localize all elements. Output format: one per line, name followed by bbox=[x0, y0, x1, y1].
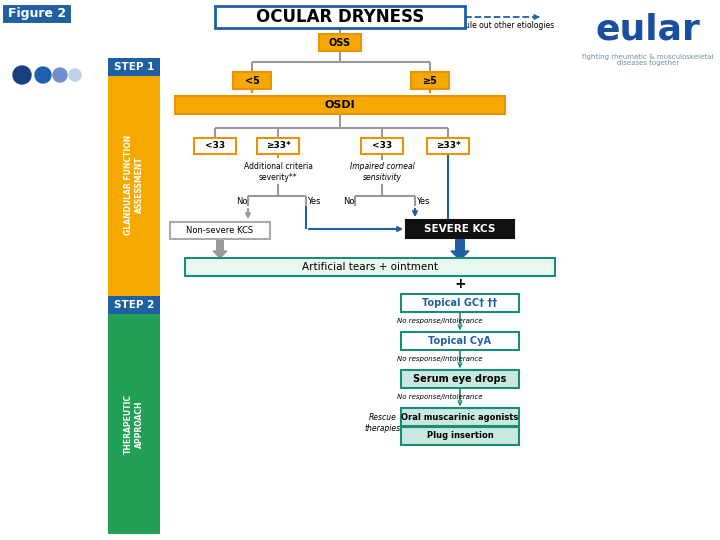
Bar bbox=[233, 72, 271, 89]
Bar bbox=[427, 138, 469, 154]
Text: No response/intolerance: No response/intolerance bbox=[397, 318, 482, 324]
Bar bbox=[108, 76, 160, 296]
Text: SEVERE KCS: SEVERE KCS bbox=[424, 224, 495, 234]
Circle shape bbox=[69, 69, 81, 81]
Text: Topical CyA: Topical CyA bbox=[428, 336, 492, 346]
Bar bbox=[401, 370, 519, 388]
Text: eular: eular bbox=[595, 13, 701, 47]
Text: fighting rheumatic & musculoskeletal
diseases together: fighting rheumatic & musculoskeletal dis… bbox=[582, 53, 714, 66]
Text: OSS: OSS bbox=[329, 37, 351, 48]
Bar bbox=[454, 238, 465, 251]
Bar bbox=[319, 34, 361, 51]
Text: <5: <5 bbox=[245, 76, 259, 85]
Bar bbox=[185, 258, 555, 276]
Text: No response/intolerance: No response/intolerance bbox=[397, 356, 482, 362]
Text: Topical GC† ††: Topical GC† †† bbox=[423, 298, 498, 308]
Text: No: No bbox=[343, 197, 355, 206]
Text: OCULAR DRYNESS: OCULAR DRYNESS bbox=[256, 8, 424, 26]
Bar bbox=[216, 239, 224, 251]
Text: Plug insertion: Plug insertion bbox=[427, 431, 493, 441]
Text: ≥33*: ≥33* bbox=[436, 141, 460, 151]
Text: Artificial tears + ointment: Artificial tears + ointment bbox=[302, 262, 438, 272]
Text: Impaired corneal
sensitivity: Impaired corneal sensitivity bbox=[350, 163, 415, 181]
Bar bbox=[406, 220, 514, 238]
Text: ≥33*: ≥33* bbox=[266, 141, 290, 151]
Text: ≥5: ≥5 bbox=[423, 76, 438, 85]
Text: Additional criteria
severity**: Additional criteria severity** bbox=[243, 163, 312, 181]
Text: Rule out other etiologies: Rule out other etiologies bbox=[460, 22, 554, 30]
Text: No response/intolerance: No response/intolerance bbox=[397, 394, 482, 400]
Text: Yes: Yes bbox=[307, 197, 320, 206]
Bar bbox=[175, 96, 505, 114]
Bar bbox=[401, 332, 519, 350]
Text: STEP 2: STEP 2 bbox=[114, 300, 154, 310]
Text: THERAPEUTIC
APPROACH: THERAPEUTIC APPROACH bbox=[125, 394, 144, 454]
Bar bbox=[401, 294, 519, 312]
Text: Yes: Yes bbox=[416, 197, 430, 206]
Bar bbox=[2, 4, 72, 24]
Text: Figure 2: Figure 2 bbox=[8, 8, 66, 21]
Bar bbox=[361, 138, 403, 154]
Text: <33: <33 bbox=[205, 141, 225, 151]
Text: OSDI: OSDI bbox=[325, 100, 355, 110]
Text: +: + bbox=[454, 277, 466, 291]
Text: GLANDULAR FUNCTION
ASSESSMENT: GLANDULAR FUNCTION ASSESSMENT bbox=[125, 135, 144, 235]
Polygon shape bbox=[451, 251, 469, 260]
Text: No: No bbox=[236, 197, 248, 206]
Bar bbox=[108, 58, 160, 76]
Polygon shape bbox=[213, 251, 227, 258]
Circle shape bbox=[35, 67, 51, 83]
Bar bbox=[108, 314, 160, 534]
Circle shape bbox=[13, 66, 31, 84]
Text: STEP 1: STEP 1 bbox=[114, 62, 154, 72]
Text: Rescue
therapies: Rescue therapies bbox=[365, 413, 401, 433]
Bar bbox=[108, 296, 160, 314]
Text: <33: <33 bbox=[372, 141, 392, 151]
Bar bbox=[194, 138, 236, 154]
Bar bbox=[215, 6, 465, 28]
Text: Non-severe KCS: Non-severe KCS bbox=[186, 226, 253, 235]
Bar bbox=[170, 222, 270, 239]
Circle shape bbox=[53, 68, 67, 82]
Bar bbox=[411, 72, 449, 89]
Bar bbox=[401, 427, 519, 445]
Bar bbox=[257, 138, 299, 154]
Bar bbox=[401, 408, 519, 426]
Text: Oral muscarinic agonists: Oral muscarinic agonists bbox=[401, 413, 518, 422]
Text: Serum eye drops: Serum eye drops bbox=[413, 374, 507, 384]
